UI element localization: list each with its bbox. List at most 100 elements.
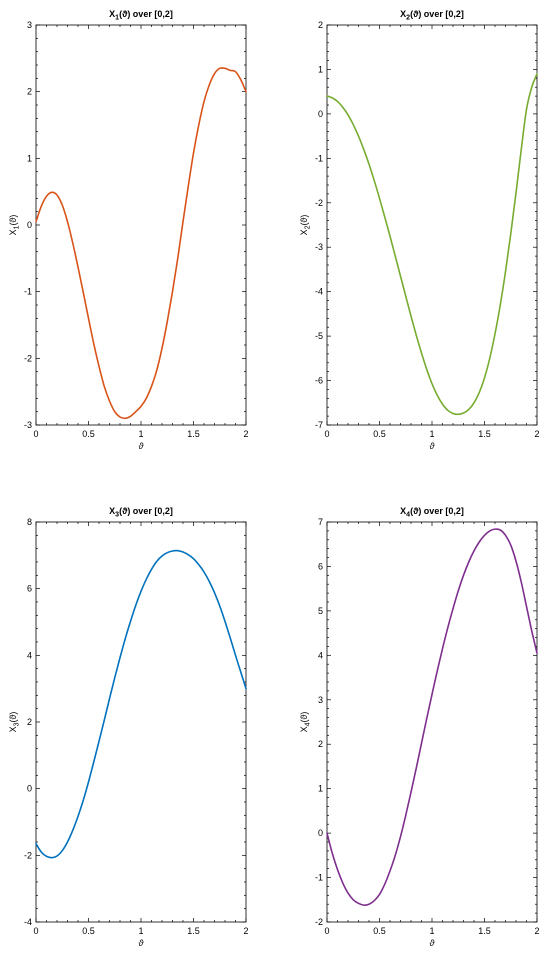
series-line (326, 528, 538, 906)
x-tick-label: 2 (534, 429, 539, 439)
y-tick-label: 6 (27, 584, 32, 594)
y-tick-label: 1 (318, 784, 323, 794)
y-tick-label: 3 (27, 20, 32, 30)
y-axis-label-main: X (299, 726, 309, 732)
x-tick-label: 0.5 (373, 429, 386, 439)
y-tick-label: 7 (318, 517, 323, 527)
y-tick-label: -1 (24, 287, 32, 297)
x-tick-label: 2 (534, 926, 539, 936)
y-axis-label: X3(ϑ) (8, 712, 21, 733)
y-axis-label-main: X (8, 229, 18, 235)
x-tick-label: 0 (324, 429, 329, 439)
y-axis-label: X2(ϑ) (299, 215, 312, 236)
y-tick-label: -2 (315, 198, 323, 208)
y-tick-label: 1 (318, 64, 323, 74)
x-tick-label: 1 (138, 926, 143, 936)
y-tick-label: -4 (24, 917, 32, 927)
x-axis-label: ϑ (139, 938, 145, 948)
plot-frame (326, 521, 538, 923)
y-tick-label: -2 (24, 353, 32, 363)
chart-title-tail: (ϑ) over [0,2] (119, 506, 173, 516)
chart-title: X4(ϑ) over [0,2] (400, 506, 464, 519)
x-axis-label: ϑ (430, 441, 436, 451)
chart-title-subscript: 3 (115, 512, 119, 519)
y-tick-label: -2 (315, 917, 323, 927)
chart-title-main: X (109, 506, 115, 516)
y-tick-label: 2 (318, 20, 323, 30)
y-tick-label: 4 (27, 650, 32, 660)
plot-frame (326, 24, 538, 426)
y-tick-label: 3 (318, 695, 323, 705)
plot-frame (35, 24, 247, 426)
x-tick-label: 1.5 (478, 926, 491, 936)
y-tick-label: -3 (24, 420, 32, 430)
x-tick-label: 1.5 (187, 429, 200, 439)
y-axis-label-main: X (8, 726, 18, 732)
x-tick-label: 0.5 (373, 926, 386, 936)
x-tick-label: 1 (429, 429, 434, 439)
chart-title-main: X (400, 9, 406, 19)
x-tick-label: 0.5 (82, 926, 95, 936)
y-tick-label: -2 (24, 850, 32, 860)
y-axis-label-subscript: 1 (14, 225, 21, 229)
y-axis-label: X4(ϑ) (299, 712, 312, 733)
x-tick-label: 0 (33, 926, 38, 936)
y-tick-label: 4 (318, 650, 323, 660)
y-axis-label-tail: (ϑ) (8, 215, 18, 226)
chart-title: X2(ϑ) over [0,2] (400, 9, 464, 22)
x-axis-label: ϑ (430, 938, 436, 948)
series-line (326, 73, 538, 416)
x-tick-label: 0.5 (82, 429, 95, 439)
y-tick-label: -7 (315, 420, 323, 430)
y-axis-label-subscript: 2 (305, 225, 312, 229)
y-tick-label: 2 (27, 87, 32, 97)
x-tick-label: 2 (243, 926, 248, 936)
x-tick-label: 1.5 (187, 926, 200, 936)
y-tick-label: 0 (27, 220, 32, 230)
y-axis-label-main: X (299, 229, 309, 235)
chart-title-subscript: 4 (406, 512, 410, 519)
chart-title: X3(ϑ) over [0,2] (109, 506, 173, 519)
y-tick-label: -4 (315, 287, 323, 297)
y-tick-label: -1 (315, 153, 323, 163)
x-tick-label: 1.5 (478, 429, 491, 439)
series-line (35, 549, 247, 859)
y-tick-label: -3 (315, 242, 323, 252)
y-axis-label-tail: (ϑ) (299, 712, 309, 723)
y-axis-label: X1(ϑ) (8, 215, 21, 236)
x-tick-label: 1 (138, 429, 143, 439)
y-tick-label: -1 (315, 873, 323, 883)
y-tick-label: 6 (318, 561, 323, 571)
chart-title-subscript: 2 (406, 15, 410, 22)
y-tick-label: 8 (27, 517, 32, 527)
y-tick-label: 0 (27, 784, 32, 794)
chart-title-main: X (400, 506, 406, 516)
y-axis-label-subscript: 3 (14, 722, 21, 726)
chart-title-main: X (109, 9, 115, 19)
chart-title-tail: (ϑ) over [0,2] (410, 506, 464, 516)
y-tick-label: 0 (318, 828, 323, 838)
x-tick-label: 0 (33, 429, 38, 439)
y-tick-label: 2 (318, 739, 323, 749)
y-tick-label: 2 (27, 717, 32, 727)
y-tick-label: 1 (27, 153, 32, 163)
plot-frame (35, 521, 247, 923)
series-line (35, 67, 247, 420)
chart-title: X1(ϑ) over [0,2] (109, 9, 173, 22)
y-axis-label-tail: (ϑ) (8, 712, 18, 723)
x-tick-label: 2 (243, 429, 248, 439)
y-tick-label: -6 (315, 376, 323, 386)
y-tick-label: 0 (318, 109, 323, 119)
y-axis-label-tail: (ϑ) (299, 215, 309, 226)
y-axis-label-subscript: 4 (305, 722, 312, 726)
y-tick-label: 5 (318, 606, 323, 616)
x-tick-label: 0 (324, 926, 329, 936)
chart-title-subscript: 1 (115, 15, 119, 22)
x-tick-label: 1 (429, 926, 434, 936)
chart-title-tail: (ϑ) over [0,2] (119, 9, 173, 19)
